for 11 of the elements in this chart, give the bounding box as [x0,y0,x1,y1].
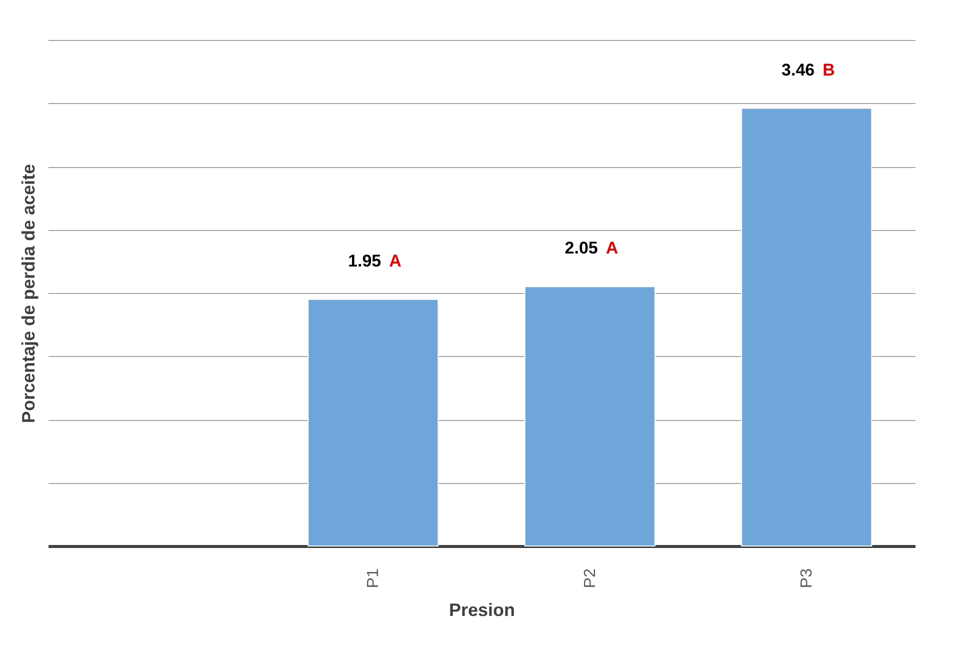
data-label: 1.95 [348,251,382,270]
annotation: A [606,238,618,258]
x-tick-label: P2 [582,568,599,588]
annotation: B [822,60,835,80]
data-label: 3.46 [782,60,815,80]
x-axis-title: Presion [448,600,516,620]
x-tick-label: P3 [798,568,816,588]
annotation: A [389,251,402,270]
y-axis-title: Porcentaje de perdia de aceite [18,164,38,424]
x-tick-label: P1 [365,568,382,588]
data-label: 2.05 [564,238,598,258]
